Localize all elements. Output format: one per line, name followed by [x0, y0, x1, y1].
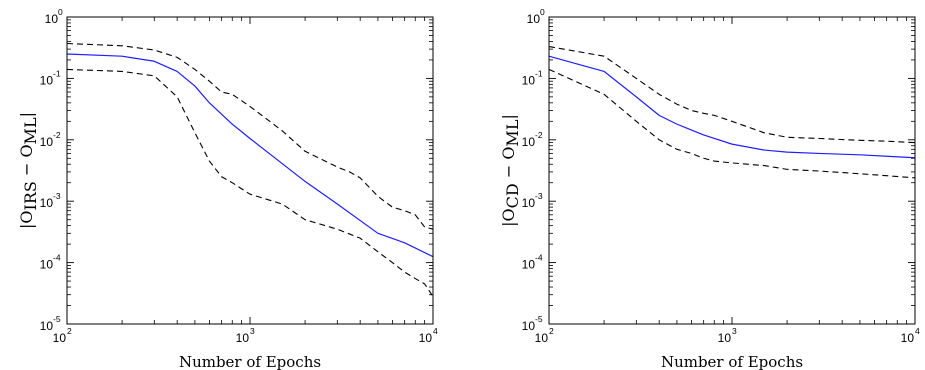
- y-label-sub1: CD: [503, 183, 522, 208]
- y-tick-label: 10: [40, 73, 54, 87]
- series-line-bound-2: [66, 68, 434, 297]
- y-tick-label: 10: [40, 135, 54, 149]
- y-tick-label: 10: [522, 196, 536, 210]
- y-tick-exponent: -1: [535, 68, 543, 78]
- y-tick-exponent: -2: [535, 130, 543, 140]
- y-tick-label: 10: [522, 73, 536, 87]
- x-tick-label: 10: [236, 331, 250, 345]
- x-axis-label: Number of Epochs: [179, 353, 321, 370]
- x-tick-exponent: 3: [732, 326, 737, 336]
- y-label-sub2: ML: [503, 119, 522, 146]
- minor-ticks: [67, 17, 433, 324]
- y-tick-exponent: 0: [58, 7, 63, 17]
- x-tick-exponent: 2: [67, 326, 72, 336]
- plot-frame: [66, 16, 434, 325]
- x-tick-label: 10: [419, 331, 433, 345]
- y-tick-label: 10: [40, 196, 54, 210]
- y-tick-exponent: -5: [535, 314, 543, 324]
- series-line-mean: [66, 53, 434, 258]
- y-tick-exponent: 0: [540, 7, 545, 17]
- series-line-bound-1: [548, 46, 916, 144]
- y-tick-exponent: -1: [53, 68, 61, 78]
- series-line-bound-2: [548, 68, 916, 179]
- y-tick-label: 10: [40, 319, 54, 333]
- y-axis-label: |OIRS − OML|: [17, 112, 40, 229]
- y-tick-label: 10: [527, 12, 541, 26]
- y-label-left: |O: [499, 208, 518, 227]
- series-line-bound-1: [66, 42, 434, 230]
- x-tick-exponent: 4: [915, 326, 920, 336]
- y-axis-label: |OCD − OML|: [499, 114, 522, 227]
- minor-ticks: [549, 17, 915, 324]
- y-tick-exponent: -2: [53, 130, 61, 140]
- y-label-mid: − O: [499, 147, 518, 184]
- y-tick-exponent: -4: [53, 253, 61, 263]
- plot-frame: [548, 16, 916, 325]
- x-tick-label: 10: [535, 331, 549, 345]
- y-tick-label: 10: [522, 319, 536, 333]
- x-tick-exponent: 2: [549, 326, 554, 336]
- y-label-left: |O: [17, 210, 36, 229]
- y-label-right: |: [499, 114, 518, 119]
- x-tick-label: 10: [901, 331, 915, 345]
- y-label-sub1: IRS: [21, 181, 40, 210]
- x-tick-exponent: 4: [433, 326, 438, 336]
- y-tick-exponent: -5: [53, 314, 61, 324]
- x-tick-label: 10: [718, 331, 732, 345]
- series-line-mean: [548, 55, 916, 159]
- y-tick-exponent: -4: [535, 253, 543, 263]
- x-tick-exponent: 3: [250, 326, 255, 336]
- y-label-mid: − O: [17, 144, 36, 181]
- y-tick-label: 10: [40, 258, 54, 272]
- y-tick-exponent: -3: [53, 191, 61, 201]
- x-tick-label: 10: [53, 331, 67, 345]
- y-tick-label: 10: [45, 12, 59, 26]
- x-axis-label: Number of Epochs: [661, 353, 803, 370]
- y-tick-label: 10: [522, 135, 536, 149]
- y-tick-exponent: -3: [535, 191, 543, 201]
- y-label-sub2: ML: [21, 117, 40, 144]
- y-label-right: |: [17, 112, 36, 117]
- y-tick-label: 10: [522, 258, 536, 272]
